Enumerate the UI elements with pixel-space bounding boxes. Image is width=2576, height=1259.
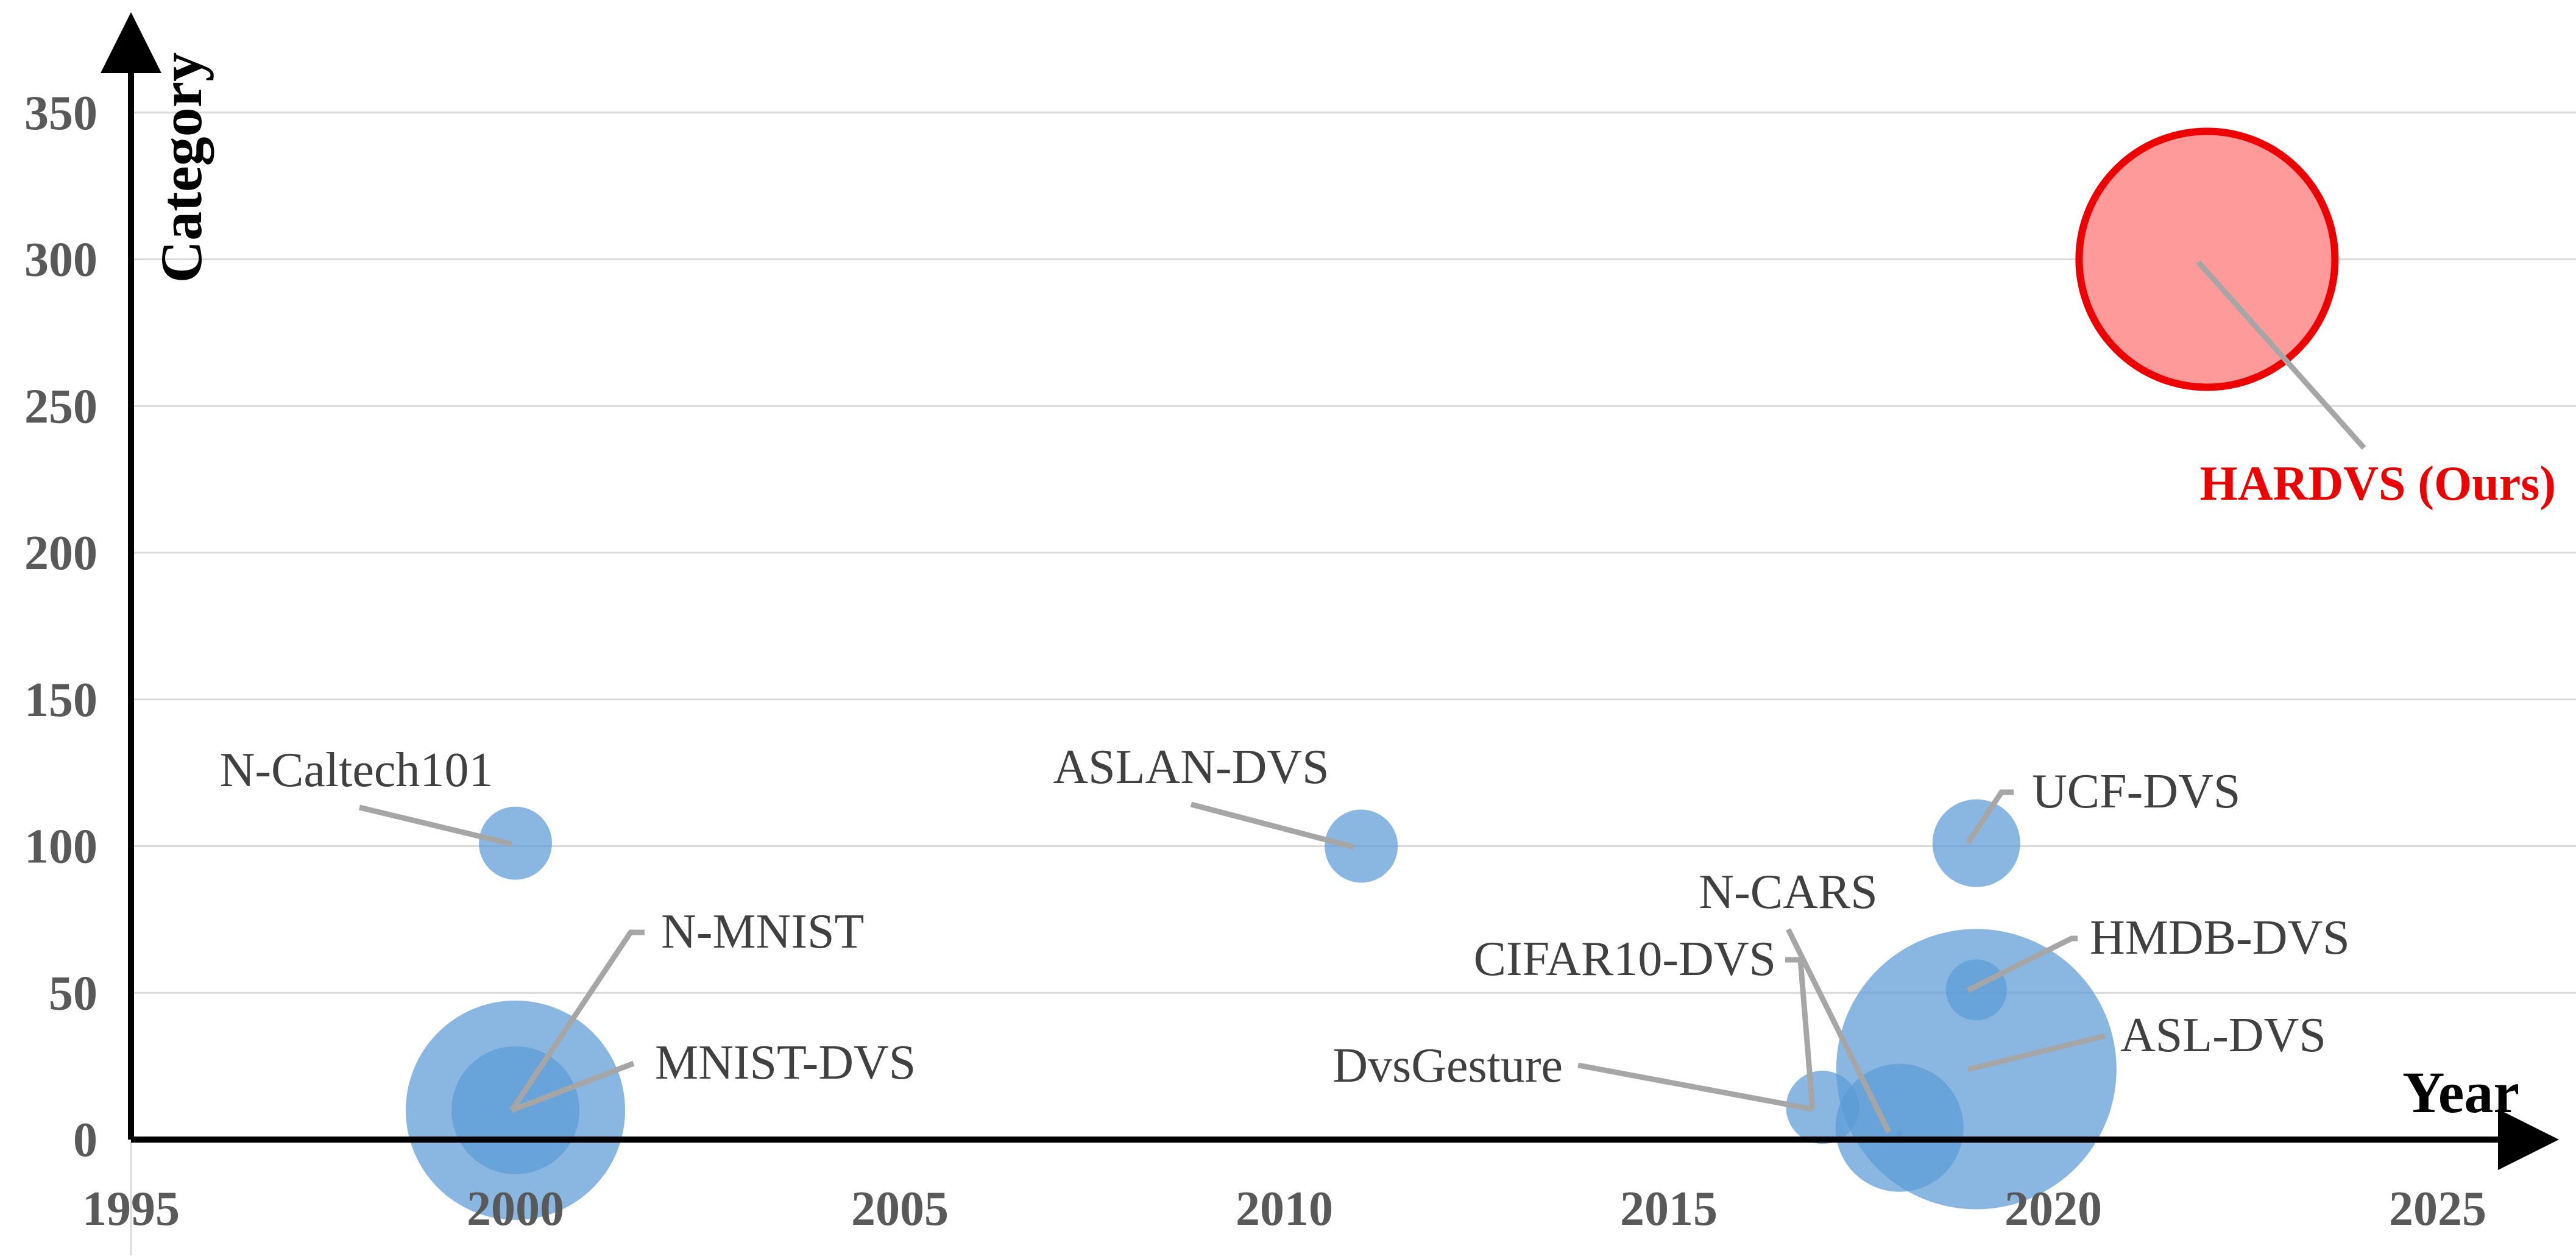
bubble-hmdb-dvs	[1945, 959, 2007, 1021]
label-hmdb-dvs: HMDB-DVS	[2090, 911, 2350, 965]
bubble-hardvs-ours	[2075, 127, 2339, 391]
y-axis-title: Category	[149, 52, 214, 283]
label-mnist-dvs: MNIST-DVS	[655, 1036, 916, 1090]
leader-hmdb-dvs	[1966, 935, 2078, 993]
x-tick-label: 2025	[2389, 1182, 2486, 1236]
bubble-n-caltech101	[479, 806, 552, 880]
leader-n-cars	[1785, 928, 1892, 1133]
point-labels: N-MNIST MNIST-DVS N-Caltech101 ASLAN-DVS Dvs…	[220, 457, 2556, 1093]
leader-n-caltech101	[358, 804, 513, 847]
label-n-mnist: N-MNIST	[661, 905, 864, 959]
bubble-cifar10-dvs	[1835, 1063, 1964, 1192]
label-aslan-dvs: ASLAN-DVS	[1053, 740, 1329, 794]
x-tick-label: 2010	[1236, 1182, 1333, 1236]
label-n-caltech101: N-Caltech101	[220, 743, 494, 797]
y-tick-label: 200	[24, 527, 97, 580]
y-tick-label: 50	[49, 966, 97, 1020]
label-ucf-dvs: UCF-DVS	[2032, 765, 2240, 818]
label-dvsgesture: DvsGesture	[1332, 1039, 1563, 1093]
y-tick-label: 350	[24, 87, 97, 140]
label-n-cars: N-CARS	[1699, 865, 1877, 919]
label-hardvs-ours: HARDVS (Ours)	[2200, 457, 2556, 511]
x-tick-label: 2020	[2005, 1182, 2102, 1236]
bubble-dvsgesture	[1786, 1071, 1859, 1144]
y-tick-label: 250	[24, 380, 97, 433]
leader-mnist-dvs	[511, 1060, 635, 1113]
y-tick-label: 300	[24, 233, 97, 287]
leader-dvsgesture	[1577, 1062, 1813, 1112]
leader-hardvs-ours	[2196, 260, 2366, 450]
bubble-aslan-dvs	[1325, 809, 1398, 883]
leader-asl-dvs	[1967, 1033, 2106, 1073]
x-tick-label: 1995	[82, 1182, 180, 1236]
tick-labels: 0 50 100 150 200 250 300 350 1995 2000 2005 2010 201…	[24, 87, 2486, 1236]
bubble-n-cars	[1896, 1130, 1903, 1137]
y-tick-label: 150	[24, 673, 97, 727]
y-tick-label: 0	[73, 1113, 97, 1167]
label-asl-dvs: ASL-DVS	[2120, 1009, 2326, 1062]
x-tick-label: 2015	[1620, 1182, 1718, 1236]
axes	[101, 12, 2559, 1170]
label-cifar10-dvs: CIFAR10-DVS	[1474, 932, 1776, 986]
leader-lines	[358, 260, 2366, 1133]
x-tick-label: 2005	[851, 1182, 949, 1236]
leader-n-mnist	[509, 929, 645, 1112]
bubble-ucf-dvs	[1932, 799, 2020, 887]
x-axis-title: Year	[2402, 1060, 2519, 1125]
leader-aslan-dvs	[1190, 801, 1355, 850]
leader-ucf-dvs	[1966, 789, 2014, 845]
x-tick-label: 2000	[467, 1182, 564, 1236]
y-tick-label: 100	[24, 820, 97, 874]
